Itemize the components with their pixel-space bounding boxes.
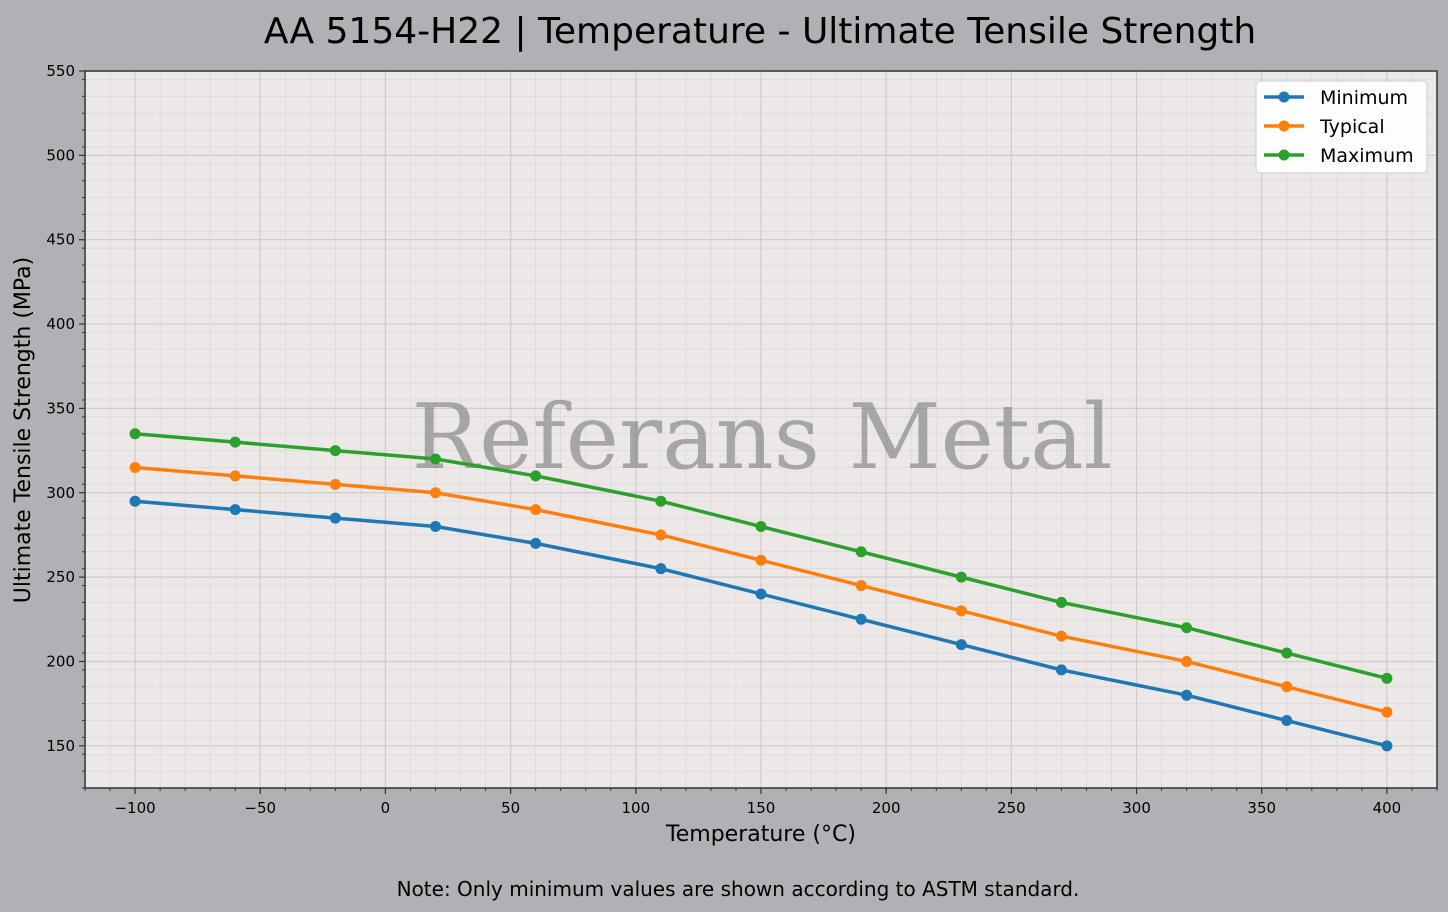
data-point-maximum — [855, 546, 867, 558]
data-point-typical — [1281, 681, 1293, 693]
y-tick-label: 350 — [46, 399, 75, 417]
data-point-maximum — [755, 521, 767, 533]
legend-marker-minimum — [1278, 91, 1290, 103]
data-point-minimum — [1181, 689, 1193, 701]
data-point-typical — [229, 470, 241, 482]
data-point-minimum — [755, 588, 767, 600]
x-axis-label: Temperature (°C) — [665, 822, 856, 847]
x-tick-label: 350 — [1247, 799, 1276, 817]
data-point-maximum — [655, 495, 667, 507]
y-tick-label: 500 — [46, 146, 75, 164]
data-point-typical — [1381, 706, 1393, 718]
data-point-maximum — [1055, 596, 1067, 608]
data-point-minimum — [329, 512, 341, 524]
legend-marker-typical — [1278, 120, 1290, 132]
x-tick-label: 200 — [872, 799, 901, 817]
data-point-maximum — [530, 470, 542, 482]
data-point-minimum — [1055, 664, 1067, 676]
legend-label-maximum: Maximum — [1320, 145, 1414, 167]
x-tick-label: 150 — [747, 799, 776, 817]
x-tick-label: 300 — [1122, 799, 1151, 817]
footnote: Note: Only minimum values are shown acco… — [397, 877, 1080, 901]
data-point-minimum — [1281, 715, 1293, 727]
data-point-maximum — [229, 436, 241, 448]
data-point-maximum — [129, 428, 141, 440]
x-tick-label: 50 — [501, 799, 520, 817]
y-tick-label: 550 — [46, 62, 75, 80]
x-tick-label: 100 — [621, 799, 650, 817]
watermark: Referans Metal — [411, 385, 1112, 490]
data-point-maximum — [955, 571, 967, 583]
data-point-minimum — [655, 563, 667, 575]
data-point-typical — [955, 605, 967, 617]
data-point-typical — [855, 580, 867, 592]
data-point-minimum — [229, 504, 241, 516]
data-point-minimum — [855, 613, 867, 625]
data-point-typical — [1181, 655, 1193, 667]
series-minimum — [129, 495, 1393, 752]
data-point-typical — [129, 461, 141, 473]
x-tick-label: −50 — [244, 799, 276, 817]
data-point-minimum — [129, 495, 141, 507]
y-tick-label: 450 — [46, 231, 75, 249]
y-axis: 150 200 250 300 350 400 450 500 550 — [46, 62, 85, 789]
x-tick-label: 250 — [997, 799, 1026, 817]
data-point-typical — [530, 504, 542, 516]
y-axis-label: Ultimate Tensile Strength (MPa) — [11, 257, 36, 603]
data-point-typical — [655, 529, 667, 541]
data-point-maximum — [329, 445, 341, 457]
y-tick-label: 400 — [46, 315, 75, 333]
data-point-minimum — [955, 639, 967, 651]
data-point-minimum — [530, 537, 542, 549]
data-point-maximum — [1381, 672, 1393, 684]
x-tick-label: −100 — [114, 799, 155, 817]
y-tick-label: 250 — [46, 568, 75, 586]
x-tick-label: 400 — [1373, 799, 1402, 817]
legend-label-minimum: Minimum — [1320, 87, 1408, 109]
data-point-typical — [1055, 630, 1067, 642]
major-grid — [85, 70, 1437, 788]
x-axis: −100 −50 0 50 100 150 200 250 300 350 400 — [84, 788, 1438, 817]
series-maximum — [129, 428, 1393, 684]
data-point-typical — [329, 478, 341, 490]
data-point-typical — [430, 487, 442, 499]
series-layer — [129, 428, 1393, 752]
data-point-minimum — [1381, 740, 1393, 752]
x-tick-label: 0 — [381, 799, 391, 817]
series-typical — [129, 461, 1393, 718]
data-point-maximum — [1281, 647, 1293, 659]
y-tick-label: 200 — [46, 652, 75, 670]
legend: Minimum Typical Maximum — [1255, 80, 1428, 174]
legend-box — [1255, 80, 1428, 174]
y-tick-label: 300 — [46, 484, 75, 502]
data-point-typical — [755, 554, 767, 566]
data-point-minimum — [430, 521, 442, 533]
data-point-maximum — [430, 453, 442, 465]
y-tick-label: 150 — [46, 737, 75, 755]
legend-marker-maximum — [1278, 149, 1290, 161]
chart-title: AA 5154-H22 | Temperature - Ultimate Ten… — [264, 11, 1256, 52]
legend-label-typical: Typical — [1319, 116, 1385, 138]
data-point-maximum — [1181, 622, 1193, 634]
